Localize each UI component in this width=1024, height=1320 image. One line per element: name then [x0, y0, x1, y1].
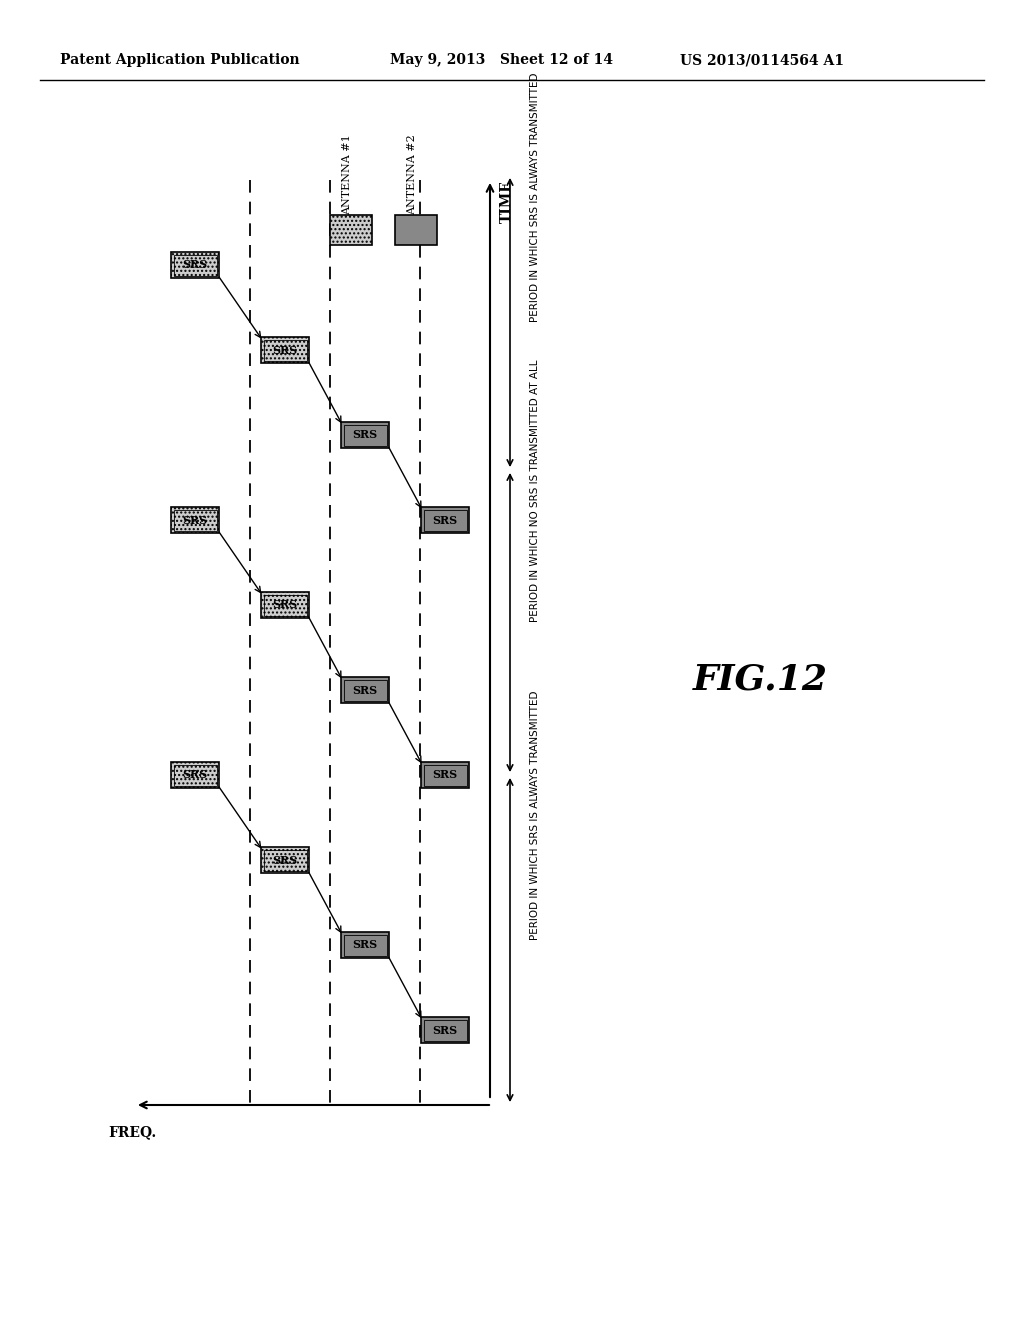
Bar	[343, 935, 386, 956]
Text: SRS: SRS	[352, 940, 378, 950]
Text: SRS: SRS	[352, 685, 378, 696]
Bar	[263, 594, 306, 615]
Text: May 9, 2013   Sheet 12 of 14: May 9, 2013 Sheet 12 of 14	[390, 53, 613, 67]
Text: TIME: TIME	[500, 180, 514, 223]
Bar	[424, 510, 467, 531]
Text: SRS: SRS	[432, 1024, 458, 1035]
Bar	[395, 215, 437, 246]
Text: SRS: SRS	[182, 260, 208, 271]
Bar	[261, 591, 309, 618]
Bar	[421, 1016, 469, 1043]
Bar	[261, 847, 309, 873]
Bar	[263, 850, 306, 870]
Text: PERIOD IN WHICH SRS IS ALWAYS TRANSMITTED: PERIOD IN WHICH SRS IS ALWAYS TRANSMITTE…	[530, 690, 540, 940]
Bar	[173, 255, 216, 276]
Bar	[341, 932, 389, 958]
Bar	[343, 425, 386, 446]
Bar	[171, 252, 219, 279]
Bar	[330, 215, 372, 246]
Bar	[341, 422, 389, 447]
Bar	[341, 677, 389, 704]
Text: Patent Application Publication: Patent Application Publication	[60, 53, 300, 67]
Text: SRS: SRS	[272, 854, 298, 866]
Bar	[421, 507, 469, 533]
Bar	[171, 762, 219, 788]
Text: SRS: SRS	[182, 515, 208, 525]
Text: SRS: SRS	[352, 429, 378, 441]
Text: FIG.12: FIG.12	[692, 663, 827, 697]
Text: SRS: SRS	[272, 345, 298, 355]
Bar	[421, 762, 469, 788]
Text: ANTENNA #1: ANTENNA #1	[342, 135, 352, 215]
Text: SRS: SRS	[272, 599, 298, 610]
Text: SRS: SRS	[432, 770, 458, 780]
Text: ANTENNA #2: ANTENNA #2	[407, 135, 417, 215]
Bar	[263, 339, 306, 360]
Bar	[171, 507, 219, 533]
Text: PERIOD IN WHICH NO SRS IS TRANSMITTED AT ALL: PERIOD IN WHICH NO SRS IS TRANSMITTED AT…	[530, 360, 540, 623]
Bar	[261, 337, 309, 363]
Text: PERIOD IN WHICH SRS IS ALWAYS TRANSMITTED: PERIOD IN WHICH SRS IS ALWAYS TRANSMITTE…	[530, 73, 540, 322]
Bar	[173, 764, 216, 785]
Bar	[424, 1019, 467, 1040]
Text: FREQ.: FREQ.	[108, 1125, 156, 1139]
Bar	[173, 510, 216, 531]
Text: SRS: SRS	[182, 770, 208, 780]
Bar	[424, 764, 467, 785]
Text: SRS: SRS	[432, 515, 458, 525]
Text: US 2013/0114564 A1: US 2013/0114564 A1	[680, 53, 844, 67]
Bar	[343, 680, 386, 701]
